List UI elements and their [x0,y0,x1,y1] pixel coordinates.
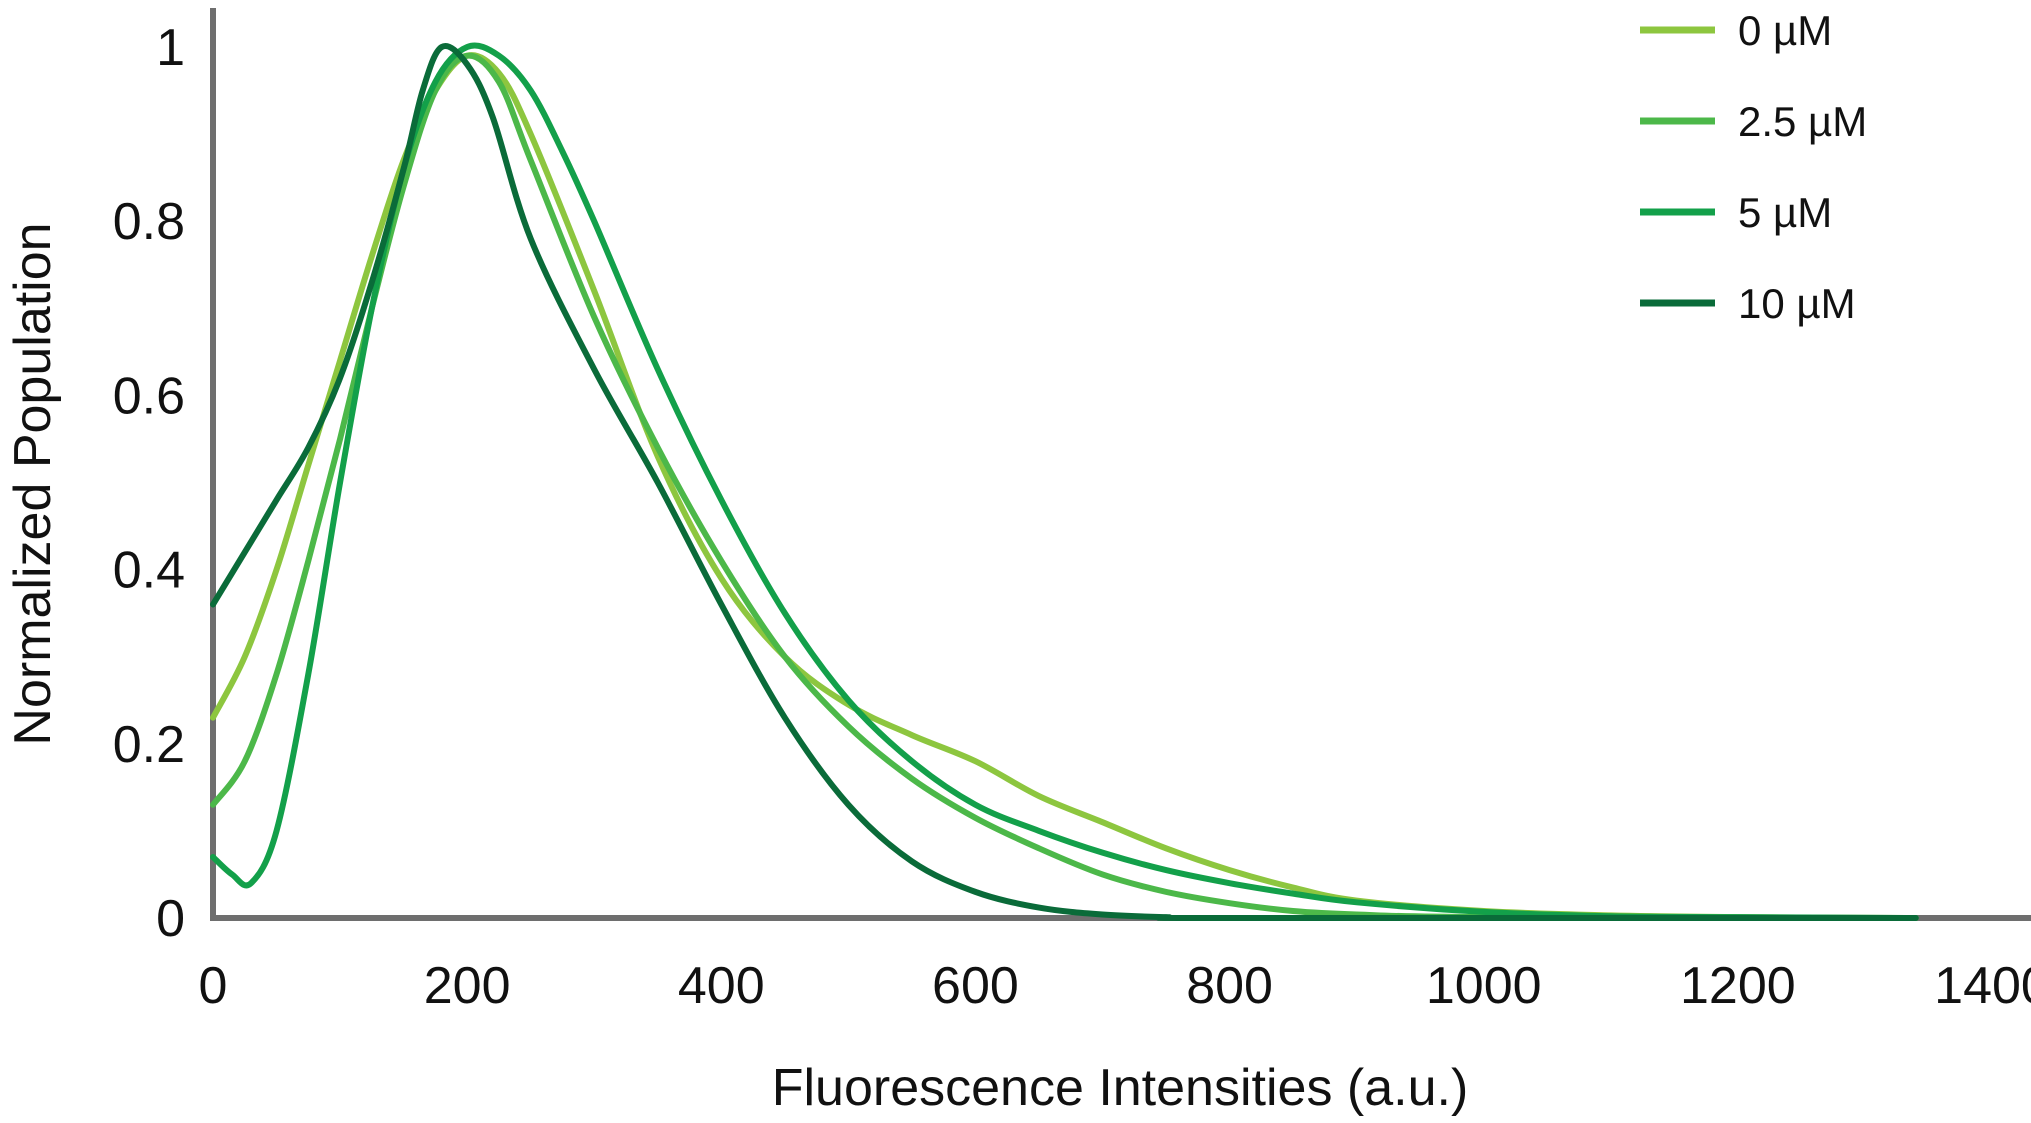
y-tick-label: 0.6 [113,367,185,425]
y-tick-label: 0.8 [113,193,185,251]
series-line-0 [210,52,1919,921]
plot-area [210,42,1919,922]
x-tick-label: 400 [678,957,765,1015]
y-axis-label: Normalized Population [4,222,62,745]
y-tick-label: 1 [156,19,185,77]
legend-label: 0 µM [1738,7,1832,54]
legend-label: 10 µM [1738,280,1856,327]
legend-label: 2.5 µM [1738,98,1867,145]
x-tick-label: 1000 [1426,957,1542,1015]
series-line-3 [210,43,1919,922]
legend-label: 5 µM [1738,189,1832,236]
x-tick-label: 1200 [1680,957,1796,1015]
x-axis-label: Fluorescence Intensities (a.u.) [772,1059,1469,1117]
series-line-2 [210,42,1919,921]
x-tick-label: 600 [932,957,1019,1015]
y-tick-label: 0.2 [113,716,185,774]
y-tick-label: 0.4 [113,542,185,600]
x-tick-label: 800 [1186,957,1273,1015]
series-line-1 [210,52,1919,921]
y-tick-label: 0 [156,890,185,948]
x-tick-label: 0 [199,957,228,1015]
x-tick-label: 200 [424,957,511,1015]
legend: 0 µM 2.5 µM 5 µM 10 µM [1640,7,1867,327]
